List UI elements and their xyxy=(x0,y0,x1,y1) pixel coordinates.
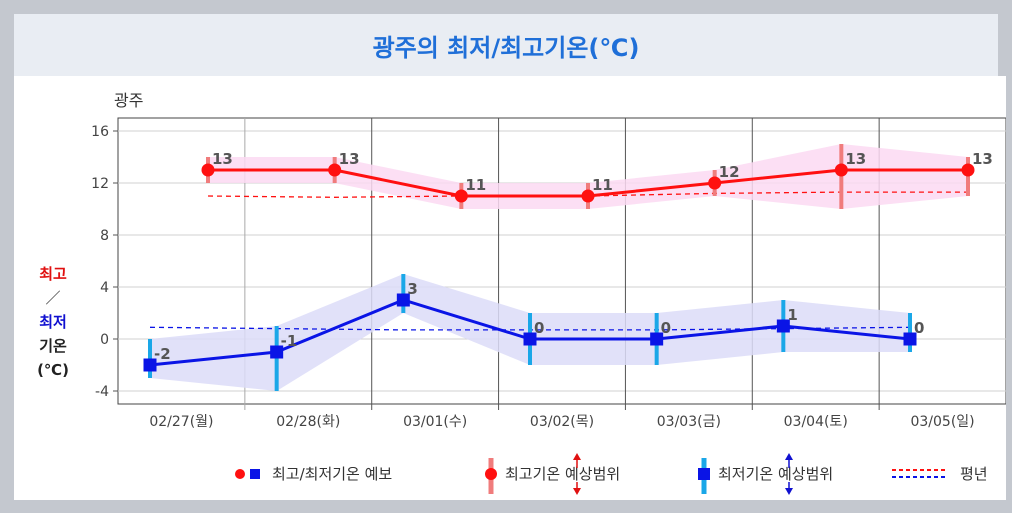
min-point xyxy=(776,319,790,333)
max-point xyxy=(834,163,848,177)
y-tick-label: 12 xyxy=(91,176,109,192)
x-tick-label: 03/02(목) xyxy=(530,414,594,430)
chart-panel: 최고 ／ 최저 기온 (℃) 광주 16 12 8 4 0 -4 02/27(월) 02/28(… xyxy=(14,76,1006,500)
y-tick-label: 4 xyxy=(100,280,109,296)
max-point xyxy=(328,163,342,177)
max-point xyxy=(201,163,215,177)
x-tick-label: 03/01(수) xyxy=(403,414,467,430)
plot-border xyxy=(117,117,1006,405)
x-tick-label: 03/04(토) xyxy=(784,414,848,430)
max-data-label: 13 xyxy=(845,150,866,168)
legend-max-range-label: 최고기온 예상범위 xyxy=(505,465,620,483)
max-data-label: 11 xyxy=(592,176,613,194)
legend-normal-label: 평년 xyxy=(960,465,988,483)
x-tick-label: 02/28(화) xyxy=(276,414,340,430)
max-data-label: 11 xyxy=(465,176,486,194)
min-point xyxy=(650,332,664,346)
min-data-label: 0 xyxy=(661,319,671,337)
legend-min-down-arrowhead xyxy=(785,488,793,495)
min-data-label: 0 xyxy=(534,319,544,337)
x-tick-label: 02/27(월) xyxy=(149,414,213,430)
y-tick-label: 8 xyxy=(100,228,109,244)
max-point xyxy=(454,189,468,203)
max-data-label: 13 xyxy=(972,150,993,168)
min-point xyxy=(270,345,284,359)
legend-forecast-label: 최고/최저기온 예보 xyxy=(272,465,392,483)
legend-forecast-square xyxy=(250,469,260,479)
legend-min-range-label: 최저기온 예상범위 xyxy=(718,465,833,483)
min-point xyxy=(143,358,157,372)
max-data-label: 12 xyxy=(719,163,740,181)
x-tick-label: 03/05(일) xyxy=(910,414,974,430)
max-point xyxy=(581,189,595,203)
min-data-label: 3 xyxy=(407,280,417,298)
chart-svg: 광주 16 12 8 4 0 -4 02/27(월) 02/28(화) 03/01(수) 03/02… xyxy=(91,91,1006,495)
max-data-label: 13 xyxy=(212,150,233,168)
y-label-max: 최고 xyxy=(39,265,67,283)
y-label-temp: 기온 xyxy=(39,337,67,355)
min-data-label: -1 xyxy=(281,332,298,350)
legend-min-square xyxy=(698,468,710,480)
min-data-label: -2 xyxy=(154,345,171,363)
y-axis-label: 최고 ／ 최저 기온 (℃) xyxy=(28,262,78,382)
chart-subtitle: 광주 xyxy=(114,91,143,110)
max-data-label: 13 xyxy=(339,150,360,168)
title-bar: 광주의 최저/최고기온(℃) xyxy=(14,14,998,76)
min-data-label: 1 xyxy=(787,306,797,324)
x-tick-label: 03/03(금) xyxy=(657,414,721,430)
y-tick-label: -4 xyxy=(95,384,109,400)
min-data-label: 0 xyxy=(914,319,924,337)
min-point xyxy=(396,293,410,307)
y-label-unit: (℃) xyxy=(37,361,69,379)
min-point xyxy=(903,332,917,346)
y-label-slash: ／ xyxy=(45,289,61,307)
legend-forecast-circle xyxy=(235,469,245,479)
max-point xyxy=(961,163,975,177)
y-label-min: 최저 xyxy=(39,313,67,331)
y-tick-label: 0 xyxy=(100,332,109,348)
legend-min-up-arrowhead xyxy=(785,453,793,460)
legend-max-down-arrowhead xyxy=(573,488,581,495)
legend-max-up-arrowhead xyxy=(573,453,581,460)
max-point xyxy=(708,176,722,190)
min-point xyxy=(523,332,537,346)
legend-max-circle xyxy=(485,468,497,480)
y-tick-label: 16 xyxy=(91,124,109,140)
chart-title: 광주의 최저/최고기온(℃) xyxy=(372,33,640,62)
